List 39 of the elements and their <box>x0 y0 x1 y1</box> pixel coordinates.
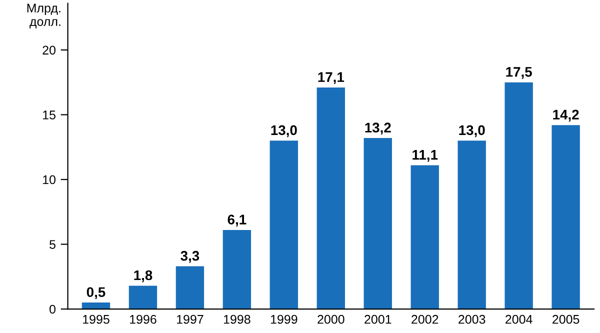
x-tick-label: 2005 <box>552 314 580 324</box>
y-tick-label: 10 <box>43 175 56 184</box>
data-label: 6,1 <box>228 214 246 226</box>
data-label: 14,2 <box>553 110 579 122</box>
bar <box>410 165 439 310</box>
data-label: 13,0 <box>271 125 297 138</box>
bar <box>316 88 345 310</box>
x-tick-label: 1995 <box>83 314 110 324</box>
y-axis-title: Млрд. долл. <box>27 4 60 28</box>
x-tick-label: 2004 <box>506 314 532 324</box>
x-tick-label: 1996 <box>130 314 156 324</box>
data-label: 17,5 <box>506 67 532 79</box>
bar <box>364 138 392 310</box>
y-tick-label: 20 <box>42 46 56 55</box>
bar <box>458 140 486 310</box>
bar <box>176 266 204 310</box>
x-tick-label: 2003 <box>458 314 486 324</box>
y-tick-label: 15 <box>43 110 56 120</box>
bar <box>222 230 252 310</box>
x-tick-label: 1999 <box>270 314 298 324</box>
data-label: 17,1 <box>318 72 344 84</box>
x-tick-label: 1998 <box>224 314 250 324</box>
bar <box>82 302 110 310</box>
data-label: 0,5 <box>86 287 106 300</box>
data-label: 13,2 <box>365 122 391 135</box>
bar <box>504 82 533 310</box>
x-tick-label: 2001 <box>364 314 392 324</box>
bar <box>270 140 298 310</box>
x-tick-label: 2002 <box>412 314 438 324</box>
data-label: 1,8 <box>134 270 152 282</box>
y-tick-label: 5 <box>50 240 56 249</box>
data-label: 11,1 <box>412 150 438 162</box>
data-label: 3,3 <box>180 250 200 263</box>
bar <box>552 125 580 310</box>
y-tick-label: 0 <box>50 304 56 314</box>
x-tick-label: 1997 <box>177 314 204 324</box>
bar <box>128 286 158 310</box>
data-label: 13,0 <box>459 125 485 138</box>
x-tick-label: 2000 <box>318 314 344 324</box>
